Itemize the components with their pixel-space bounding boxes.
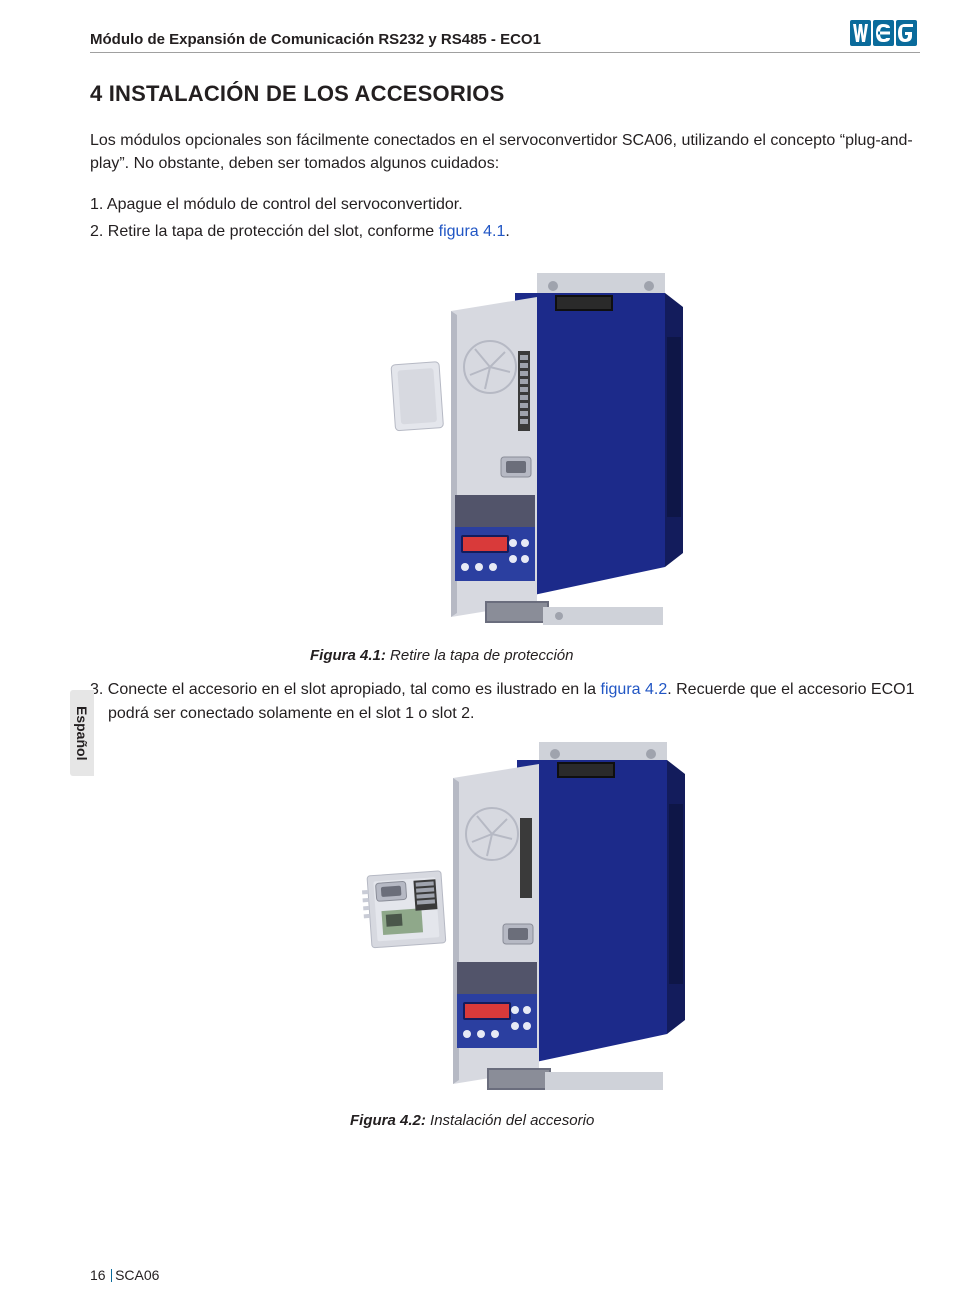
device-illustration-1 [305,267,705,637]
section-heading: 4 INSTALACIÓN DE LOS ACCESORIOS [90,81,920,107]
brand-logo [850,18,920,48]
list-item: 2. Retire la tapa de protección del slot… [90,220,920,245]
doc-code: SCA06 [115,1267,159,1283]
figure-text: Instalación del accesorio [426,1112,594,1129]
figure-4-1 [90,267,920,637]
list-item-text: . [505,223,509,240]
figure-text: Retire la tapa de protección [386,647,574,664]
figure-4-1-caption: Figura 4.1: Retire la tapa de protección [310,647,920,664]
list-item: 3. Conecte el accesorio en el slot aprop… [90,678,920,726]
list-item-text: 2. Retire la tapa de protección del slot… [90,223,439,240]
language-tab-label: Español [74,706,90,760]
list-item-text: 3. Conecte el accesorio en el slot aprop… [90,681,601,698]
figure-4-2 [90,740,920,1100]
figure-link[interactable]: figura 4.2 [601,681,668,698]
page-number: 16 [90,1267,106,1283]
figure-label: Figura 4.1: [310,647,386,664]
language-tab: Español [70,690,94,776]
page-header: Módulo de Expansión de Comunicación RS23… [90,18,920,53]
instruction-list: 1. Apague el módulo de control del servo… [90,193,920,245]
figure-link[interactable]: figura 4.1 [439,223,506,240]
page-footer: 16 SCA06 [90,1267,159,1283]
device-illustration-2 [305,740,705,1100]
figure-label: Figura 4.2: [350,1112,426,1129]
footer-separator [111,1269,113,1282]
header-title: Módulo de Expansión de Comunicación RS23… [90,31,541,48]
figure-4-2-caption: Figura 4.2: Instalación del accesorio [350,1112,920,1129]
list-item: 1. Apague el módulo de control del servo… [90,193,920,218]
intro-paragraph: Los módulos opcionales son fácilmente co… [90,129,920,175]
